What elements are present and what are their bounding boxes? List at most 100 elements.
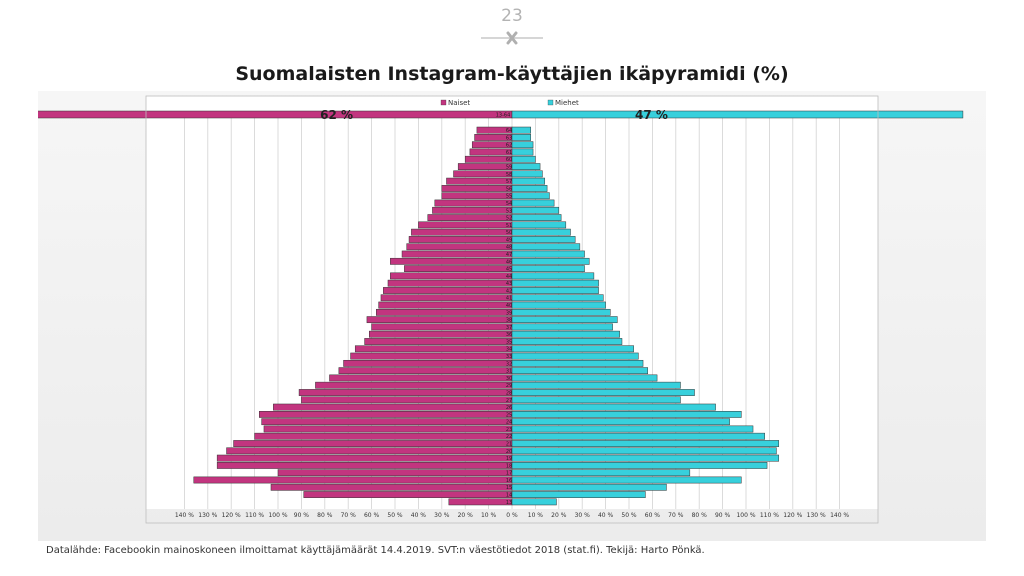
bar-naiset xyxy=(354,345,513,353)
bar-miehet xyxy=(511,352,639,360)
age-label: 58 xyxy=(506,172,512,178)
x-tick-label: 70 % xyxy=(341,512,357,519)
bar-miehet xyxy=(511,272,595,280)
bar-miehet xyxy=(511,345,634,353)
bar-miehet xyxy=(511,447,777,455)
bar-naiset xyxy=(432,206,513,214)
age-label: 19 xyxy=(506,456,512,462)
x-tick-label: 130 % xyxy=(807,512,826,519)
age-label: 64 xyxy=(506,128,512,134)
age-label: 25 xyxy=(506,412,512,418)
x-tick-label: 40 % xyxy=(598,512,614,519)
bar-miehet xyxy=(511,411,742,418)
bar-miehet xyxy=(511,338,623,345)
legend-swatch-miehet xyxy=(547,99,554,106)
age-label: 14 xyxy=(506,493,512,499)
bar-naiset xyxy=(216,462,513,469)
bar-miehet xyxy=(511,228,571,236)
age-label: 39 xyxy=(506,310,512,316)
x-tick-label: 90 % xyxy=(715,512,731,519)
age-label: 13 xyxy=(506,500,512,506)
bar-naiset xyxy=(418,221,513,229)
age-label: 54 xyxy=(506,201,512,207)
age-label: 17 xyxy=(506,471,512,477)
bar-naiset xyxy=(376,308,513,316)
plot-border xyxy=(145,95,879,524)
bar-miehet xyxy=(511,301,606,309)
bar-miehet xyxy=(511,214,562,221)
x-tick-label: 50 % xyxy=(621,512,637,519)
bar-naiset xyxy=(448,498,513,506)
slide-number: 23 xyxy=(501,6,523,26)
bar-naiset xyxy=(441,185,513,192)
age-label: 29 xyxy=(506,383,512,389)
age-label: 31 xyxy=(506,369,512,375)
age-label: 56 xyxy=(506,186,512,192)
x-tick-label: 70 % xyxy=(668,512,684,519)
bar-naiset xyxy=(301,396,513,404)
x-tick-label: 10 % xyxy=(528,512,544,519)
bar-naiset xyxy=(404,265,513,273)
age-label: 38 xyxy=(506,318,512,324)
age-label: 48 xyxy=(506,245,512,251)
x-tick-label: 10 % xyxy=(481,512,497,519)
age-label: 15 xyxy=(506,485,512,491)
bar-naiset xyxy=(427,214,513,221)
bar-miehet xyxy=(511,367,648,375)
total-label-miehet: 47 % xyxy=(635,108,668,122)
legend-swatch-naiset xyxy=(440,99,447,106)
bar-miehet xyxy=(511,381,681,389)
bar-naiset xyxy=(434,199,513,207)
bar-naiset xyxy=(263,425,513,433)
bar-naiset xyxy=(270,483,513,491)
x-tick-label: 80 % xyxy=(317,512,333,519)
bar-miehet xyxy=(511,155,536,163)
age-label: 50 xyxy=(506,230,512,236)
summary-bar-miehet xyxy=(511,110,964,119)
bar-naiset xyxy=(315,381,513,389)
bar-naiset xyxy=(226,447,513,455)
bar-miehet xyxy=(511,126,531,134)
bar-miehet xyxy=(511,330,620,338)
age-label: 24 xyxy=(506,420,512,426)
bar-naiset xyxy=(298,389,513,396)
age-label: 57 xyxy=(506,179,512,185)
bar-miehet xyxy=(511,498,557,506)
bar-miehet xyxy=(511,491,646,498)
age-label: 59 xyxy=(506,165,512,171)
x-tick-label: 20 % xyxy=(551,512,567,519)
age-label: 35 xyxy=(506,339,512,345)
age-label: 42 xyxy=(506,288,512,294)
age-label: 30 xyxy=(506,376,512,382)
bar-naiset xyxy=(343,359,513,367)
bar-miehet xyxy=(511,418,730,426)
age-label: 33 xyxy=(506,354,512,360)
bar-naiset xyxy=(401,250,513,258)
population-pyramid-chart: 140 % 130 % 120 % 110 % 100 % 90 % 80 % 70 % 60 … xyxy=(38,95,964,524)
legend-label-miehet: Miehet xyxy=(555,99,579,107)
x-tick-label: 110 % xyxy=(245,512,264,519)
bar-miehet xyxy=(511,308,611,316)
age-label: 53 xyxy=(506,208,512,214)
x-tick-label: 90 % xyxy=(294,512,310,519)
x-tick-label: 110 % xyxy=(760,512,779,519)
bar-miehet xyxy=(511,257,590,265)
x-tick-label: 30 % xyxy=(434,512,450,519)
x-tick-label: 120 % xyxy=(783,512,802,519)
bar-naiset xyxy=(277,469,513,477)
x-tick-label: 140 % xyxy=(175,512,194,519)
bar-miehet xyxy=(511,440,780,447)
bar-naiset xyxy=(366,316,513,324)
age-label: 18 xyxy=(506,463,512,469)
bar-naiset xyxy=(364,338,513,345)
bar-naiset xyxy=(380,294,513,302)
bar-miehet xyxy=(511,403,716,411)
bar-miehet xyxy=(511,163,541,170)
x-tick-label: 60 % xyxy=(364,512,380,519)
age-label: 45 xyxy=(506,267,512,273)
x-tick-label: 100 % xyxy=(736,512,755,519)
age-label: 60 xyxy=(506,157,512,163)
bar-naiset xyxy=(406,243,513,251)
x-tick-label: 20 % xyxy=(458,512,474,519)
bar-miehet xyxy=(511,199,555,207)
